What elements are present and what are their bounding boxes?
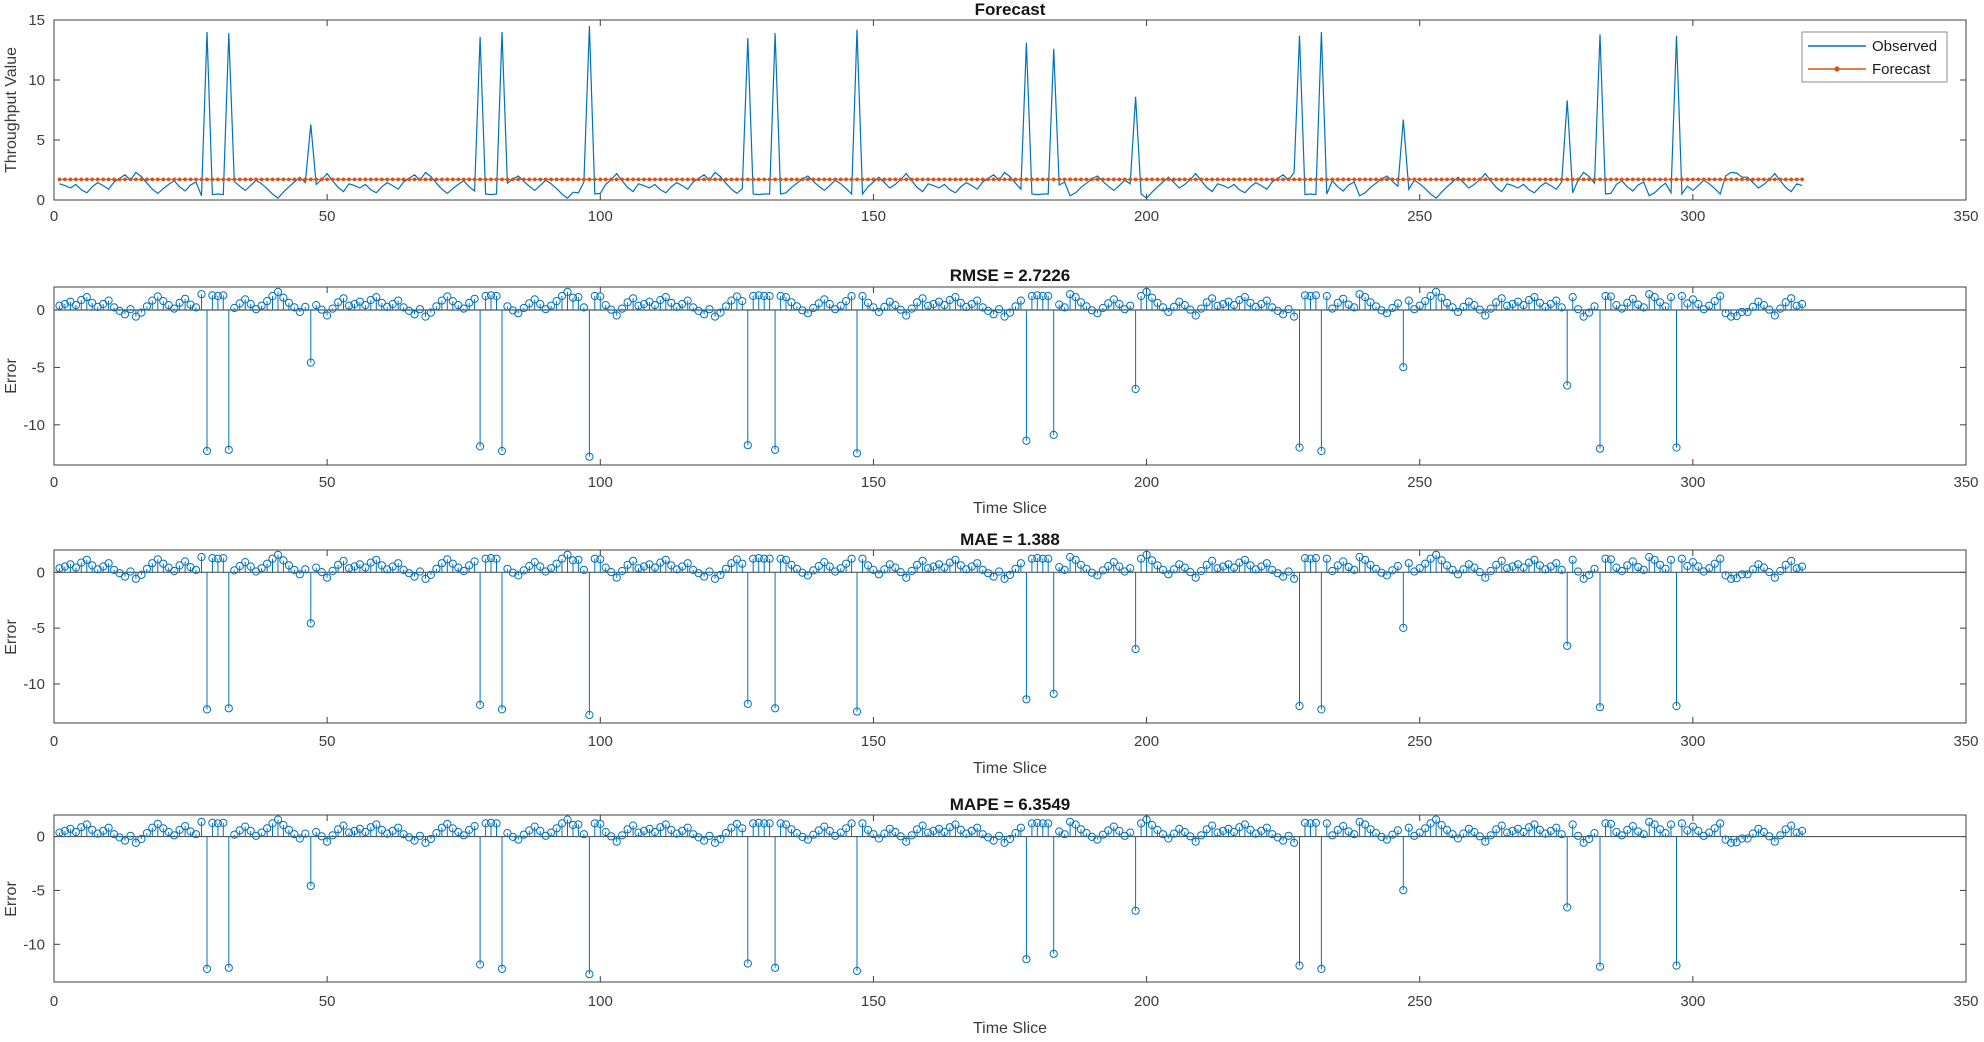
y-ticks bbox=[54, 19, 1966, 201]
x-ticks bbox=[53, 287, 1967, 465]
y-tick-label: 5 bbox=[37, 132, 45, 149]
plot2-xlabel: Time Slice bbox=[973, 500, 1047, 517]
y-ticks bbox=[54, 836, 1966, 945]
axes-box bbox=[53, 549, 1967, 724]
x-tick-label: 100 bbox=[588, 733, 613, 750]
y-tick-label: -5 bbox=[32, 359, 45, 376]
x-tick-label: 200 bbox=[1134, 733, 1159, 750]
legend: Observed Forecast bbox=[1801, 31, 1948, 83]
x-tick-label: 100 bbox=[588, 208, 613, 225]
plot4-ylabel: Error bbox=[3, 881, 20, 917]
legend-box bbox=[1801, 31, 1948, 83]
x-tick-label: 250 bbox=[1407, 474, 1432, 491]
stem-series bbox=[55, 287, 1807, 461]
y-tick-label: 0 bbox=[37, 829, 45, 846]
x-tick-label: 50 bbox=[319, 474, 336, 491]
x-tick-label: 150 bbox=[861, 993, 886, 1010]
x-tick-label: 100 bbox=[588, 993, 613, 1010]
observed-series-line bbox=[59, 25, 1803, 200]
x-tick-label: 300 bbox=[1680, 474, 1705, 491]
x-tick-label: 150 bbox=[861, 733, 886, 750]
legend-entry-observed: Observed bbox=[1872, 38, 1937, 55]
plot3-ylabel: Error bbox=[3, 619, 20, 655]
x-tick-label: 0 bbox=[50, 733, 58, 750]
x-tick-label: 350 bbox=[1953, 474, 1978, 491]
x-tick-label: 250 bbox=[1407, 993, 1432, 1010]
stem-series bbox=[55, 550, 1807, 720]
x-tick-label: 350 bbox=[1953, 208, 1978, 225]
x-ticks bbox=[53, 550, 1967, 723]
y-tick-label: -5 bbox=[32, 882, 45, 899]
x-tick-label: 50 bbox=[319, 733, 336, 750]
x-tick-label: 200 bbox=[1134, 208, 1159, 225]
x-tick-label: 150 bbox=[861, 208, 886, 225]
subplot-4: 0 50 100 150 200 250 300 350 -10 -5 0 bbox=[23, 814, 1979, 1010]
plot1-ylabel: Throughput Value bbox=[3, 47, 20, 173]
forecast-dot-markers bbox=[57, 177, 1804, 182]
plot2-ylabel: Error bbox=[3, 358, 20, 394]
axes-box bbox=[53, 286, 1967, 466]
x-tick-label: 250 bbox=[1407, 733, 1432, 750]
y-tick-label: -10 bbox=[23, 936, 45, 953]
x-tick-label: 0 bbox=[50, 993, 58, 1010]
axes-box bbox=[53, 19, 1967, 201]
x-tick-label: 0 bbox=[50, 208, 58, 225]
y-tick-label: 0 bbox=[37, 564, 45, 581]
y-tick-label: -10 bbox=[23, 676, 45, 693]
stem-series bbox=[55, 815, 1807, 979]
x-tick-label: 50 bbox=[319, 993, 336, 1010]
plot3-title: MAE = 1.388 bbox=[960, 530, 1060, 549]
y-tick-label: 15 bbox=[28, 12, 45, 29]
plot3-xlabel: Time Slice bbox=[973, 760, 1047, 777]
x-tick-label: 50 bbox=[319, 208, 336, 225]
x-tick-label: 100 bbox=[588, 474, 613, 491]
x-tick-label: 250 bbox=[1407, 208, 1432, 225]
x-tick-label: 150 bbox=[861, 474, 886, 491]
plot4-xlabel: Time Slice bbox=[973, 1020, 1047, 1037]
x-tick-label: 350 bbox=[1953, 993, 1978, 1010]
x-tick-label: 300 bbox=[1680, 208, 1705, 225]
x-tick-label: 200 bbox=[1134, 474, 1159, 491]
x-ticks bbox=[53, 815, 1967, 982]
x-tick-label: 0 bbox=[50, 474, 58, 491]
y-tick-label: 10 bbox=[28, 72, 45, 89]
legend-entry-forecast: Forecast bbox=[1872, 61, 1931, 78]
x-tick-label: 300 bbox=[1680, 733, 1705, 750]
x-tick-label: 300 bbox=[1680, 993, 1705, 1010]
plot1-title: Forecast bbox=[975, 0, 1046, 19]
y-tick-label: 0 bbox=[37, 192, 45, 209]
legend-forecast-dot-marker bbox=[1834, 66, 1840, 72]
subplot-1: 0 50 100 150 200 250 300 350 0 5 10 15 bbox=[28, 12, 1978, 225]
y-ticks bbox=[54, 309, 1966, 426]
y-tick-label: -10 bbox=[23, 417, 45, 434]
x-tick-label: 200 bbox=[1134, 993, 1159, 1010]
subplot-2: 0 50 100 150 200 250 300 350 -10 -5 0 bbox=[23, 286, 1979, 491]
x-ticks bbox=[53, 20, 1967, 200]
plot2-title: RMSE = 2.7226 bbox=[950, 266, 1071, 285]
plot4-title: MAPE = 6.3549 bbox=[950, 795, 1071, 814]
x-tick-label: 350 bbox=[1953, 733, 1978, 750]
y-tick-label: 0 bbox=[37, 302, 45, 319]
axes-box bbox=[53, 814, 1967, 983]
y-tick-label: -5 bbox=[32, 620, 45, 637]
subplot-3: 0 50 100 150 200 250 300 350 -10 -5 0 bbox=[23, 549, 1979, 750]
y-ticks bbox=[54, 571, 1966, 685]
